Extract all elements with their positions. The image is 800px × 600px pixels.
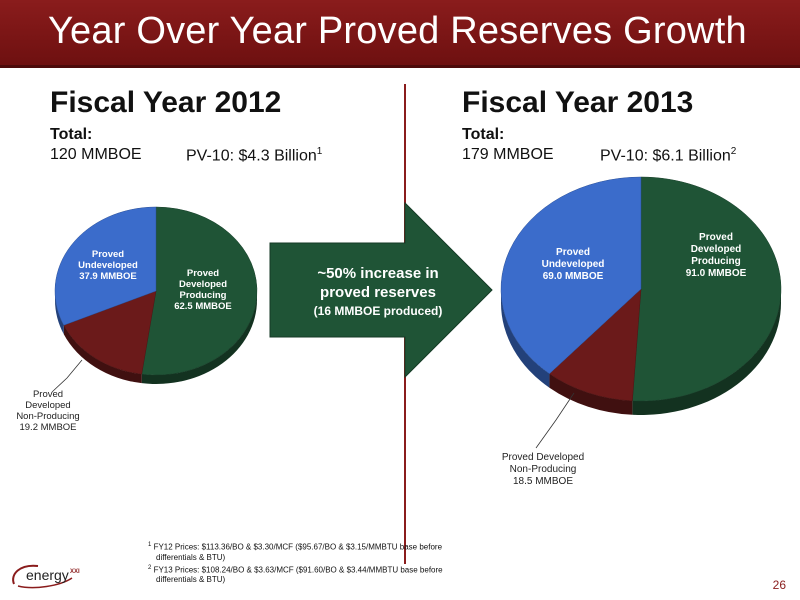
fy2013-pie: [500, 176, 782, 415]
growth-arrow-text: ~50% increase in proved reserves (16 MMB…: [283, 264, 473, 320]
fy2013-pie-side-pud: [501, 289, 550, 388]
arrow-line-3: (16 MMBOE produced): [313, 304, 443, 318]
fy2013-label-pud: Proved Undeveloped 69.0 MMBOE: [542, 247, 605, 282]
fy2012-label-pdnp: Proved Developed Non-Producing 19.2 MMBOE: [16, 389, 79, 433]
fy2013-total-label: Total:: [462, 126, 505, 143]
footnote-1: 1 FY12 Prices: $113.36/BO & $3.30/MCF ($…: [148, 540, 468, 563]
fy2012-pie: [54, 206, 258, 384]
logo-text: energy: [26, 567, 69, 583]
arrow-line-1: ~50% increase in: [317, 265, 439, 282]
fy2012-total-label: Total:: [50, 126, 93, 143]
fy2012-pie-slice-pud: [54, 206, 157, 326]
footnote-1-ref: 1: [148, 542, 152, 548]
fy2013-total-line: 179 MMBOE PV-10: $6.1 Billion2: [462, 146, 736, 164]
fy2013-label-pdp: Proved Developed Producing 91.0 MMBOE: [686, 232, 747, 279]
logo-suffix: XXI: [70, 569, 80, 575]
fy2012-heading: Fiscal Year 2012: [50, 86, 282, 119]
fy2012-pie-side-pud: [55, 291, 64, 335]
fy2013-leader-line: [535, 392, 575, 449]
fy2013-pie-slice-pdp: [632, 176, 782, 402]
fy2013-total-value: 179 MMBOE: [462, 146, 554, 163]
arrow-line-2: proved reserves: [320, 284, 436, 301]
fy2012-pv10: PV-10: $4.3 Billion1: [186, 146, 322, 165]
energy-xxi-logo: energy XXI: [12, 564, 80, 589]
fy2013-heading: Fiscal Year 2013: [462, 86, 694, 119]
fy2013-pie-side-pdp: [632, 289, 781, 415]
fy2012-pie-side-pdnp: [63, 325, 142, 384]
fy2012-pie-slice-pdnp: [63, 290, 157, 375]
fy2012-pv10-text: PV-10: $4.3 Billion: [186, 147, 317, 165]
fy2012-footnote-ref: 1: [316, 146, 323, 157]
footnote-2: 2 FY13 Prices: $108.24/BO & $3.63/MCF ($…: [148, 563, 468, 586]
fy2013-pie-slice-pdnp: [549, 288, 642, 402]
fy2013-pv10-text: PV-10: $6.1 Billion: [600, 147, 731, 165]
fy2013-pie-side-pdnp: [549, 373, 633, 415]
fy2012-pie-slice-pdp: [141, 206, 258, 376]
growth-arrow: [269, 201, 493, 379]
fy2013-label-pdnp: Proved Developed Non-Producing 18.5 MMBOE: [502, 452, 584, 487]
fy2013-pie-slice-pud: [500, 176, 642, 375]
fy2013-footnote-ref: 2: [730, 146, 737, 157]
fy2012-label-pud: Proved Undeveloped 37.9 MMBOE: [78, 249, 138, 282]
page-number: 26: [772, 578, 786, 592]
fy2012-leader-line: [51, 359, 83, 393]
title-bar: Year Over Year Proved Reserves Growth: [0, 0, 800, 68]
fy2013-pv10: PV-10: $6.1 Billion2: [600, 146, 736, 165]
footnote-2-text: FY13 Prices: $108.24/BO & $3.63/MCF ($91…: [153, 565, 443, 585]
footnote-1-text: FY12 Prices: $113.36/BO & $3.30/MCF ($95…: [153, 542, 443, 562]
footnotes: 1 FY12 Prices: $113.36/BO & $3.30/MCF ($…: [148, 540, 468, 585]
fy2012-total-value: 120 MMBOE: [50, 146, 142, 163]
fy2012-total-line: 120 MMBOE PV-10: $4.3 Billion1: [50, 146, 322, 164]
slide-title: Year Over Year Proved Reserves Growth: [48, 10, 747, 52]
fy2012-label-pdp: Proved Developed Producing 62.5 MMBOE: [174, 268, 232, 312]
footnote-2-ref: 2: [148, 564, 152, 571]
